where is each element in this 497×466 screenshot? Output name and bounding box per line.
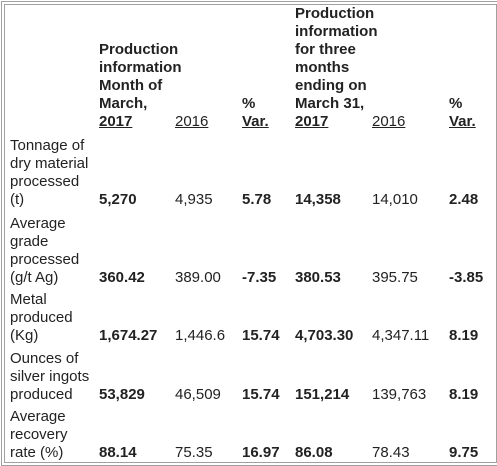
header-text: Production information for three months … (295, 5, 378, 112)
value-cell: 2.48 (449, 190, 479, 208)
header-text: Production information Month of March, (99, 41, 182, 112)
header-cell: Production information for three months … (293, 5, 378, 131)
header-cell: % Var. (240, 5, 293, 131)
value-cell: 9.75 (449, 444, 479, 461)
table-row: Average recovery rate (%) 88.14 75.35 16.97… (5, 404, 496, 462)
header-var: Var. (449, 113, 476, 130)
value-cell: 53,829 (99, 385, 145, 403)
row-label: Ounces of silver ingots produced (10, 349, 90, 403)
table-row: Ounces of silver ingots produced 53,829 46… (5, 345, 496, 403)
value-cell: 389.00 (175, 268, 221, 286)
value-cell: 139,763 (372, 385, 427, 403)
value-cell: 88.14 (99, 444, 137, 461)
header-text: % (449, 95, 463, 112)
value-cell: 16.97 (242, 444, 280, 461)
value-cell: 14,010 (372, 190, 418, 208)
header-year: 2016 (372, 113, 406, 130)
value-cell: 78.43 (372, 444, 410, 461)
value-cell: 395.75 (372, 268, 418, 286)
value-cell: 1,674.27 (99, 327, 158, 345)
row-label: Metal produced (Kg) (10, 291, 73, 345)
value-cell: 15.74 (242, 385, 280, 403)
value-cell: 4,703.30 (295, 327, 354, 345)
value-cell: 151,214 (295, 385, 350, 403)
value-cell: 75.35 (175, 444, 213, 461)
header-text: % (242, 95, 256, 112)
value-cell: -7.35 (242, 268, 277, 286)
value-cell: -3.85 (449, 268, 484, 286)
header-cell: % Var. (447, 5, 496, 131)
header-cell: Production information Month of March, 20… (97, 5, 182, 131)
header-cell: 2016 (370, 5, 447, 131)
value-cell: 15.74 (242, 327, 280, 345)
row-label: Tonnage of dry material processed (t) (10, 136, 89, 208)
value-cell: 14,358 (295, 190, 341, 208)
value-cell: 8.19 (449, 327, 479, 345)
production-table: Production information Month of March, 20… (4, 4, 497, 463)
table-row: Metal produced (Kg) 1,674.27 1,446.6 15.74 4… (5, 287, 496, 345)
value-cell: 8.19 (449, 385, 479, 403)
header-year: 2017 (99, 113, 133, 130)
value-cell: 4,935 (175, 190, 213, 208)
header-year: 2016 (175, 113, 209, 130)
value-cell: 5,270 (99, 190, 137, 208)
value-cell: 1,446.6 (175, 327, 226, 345)
row-label: Average grade processed (g/t Ag) (10, 214, 80, 286)
value-cell: 46,509 (175, 385, 221, 403)
value-cell: 4,347.11 (372, 327, 430, 345)
table-body: Tonnage of dry material processed (t) 5,2… (5, 131, 496, 462)
value-cell: 86.08 (295, 444, 333, 461)
header-var: Var. (242, 113, 269, 130)
value-cell: 360.42 (99, 268, 145, 286)
table-row: Tonnage of dry material processed (t) 5,2… (5, 131, 496, 209)
header-row: Production information Month of March, 20… (5, 5, 496, 131)
table-row: Average grade processed (g/t Ag) 360.42 38… (5, 209, 496, 287)
value-cell: 380.53 (295, 268, 341, 286)
value-cell: 5.78 (242, 190, 272, 208)
header-cell: 2016 (173, 5, 240, 131)
header-year: 2017 (295, 113, 329, 130)
row-label: Average recovery rate (%) (10, 408, 68, 461)
